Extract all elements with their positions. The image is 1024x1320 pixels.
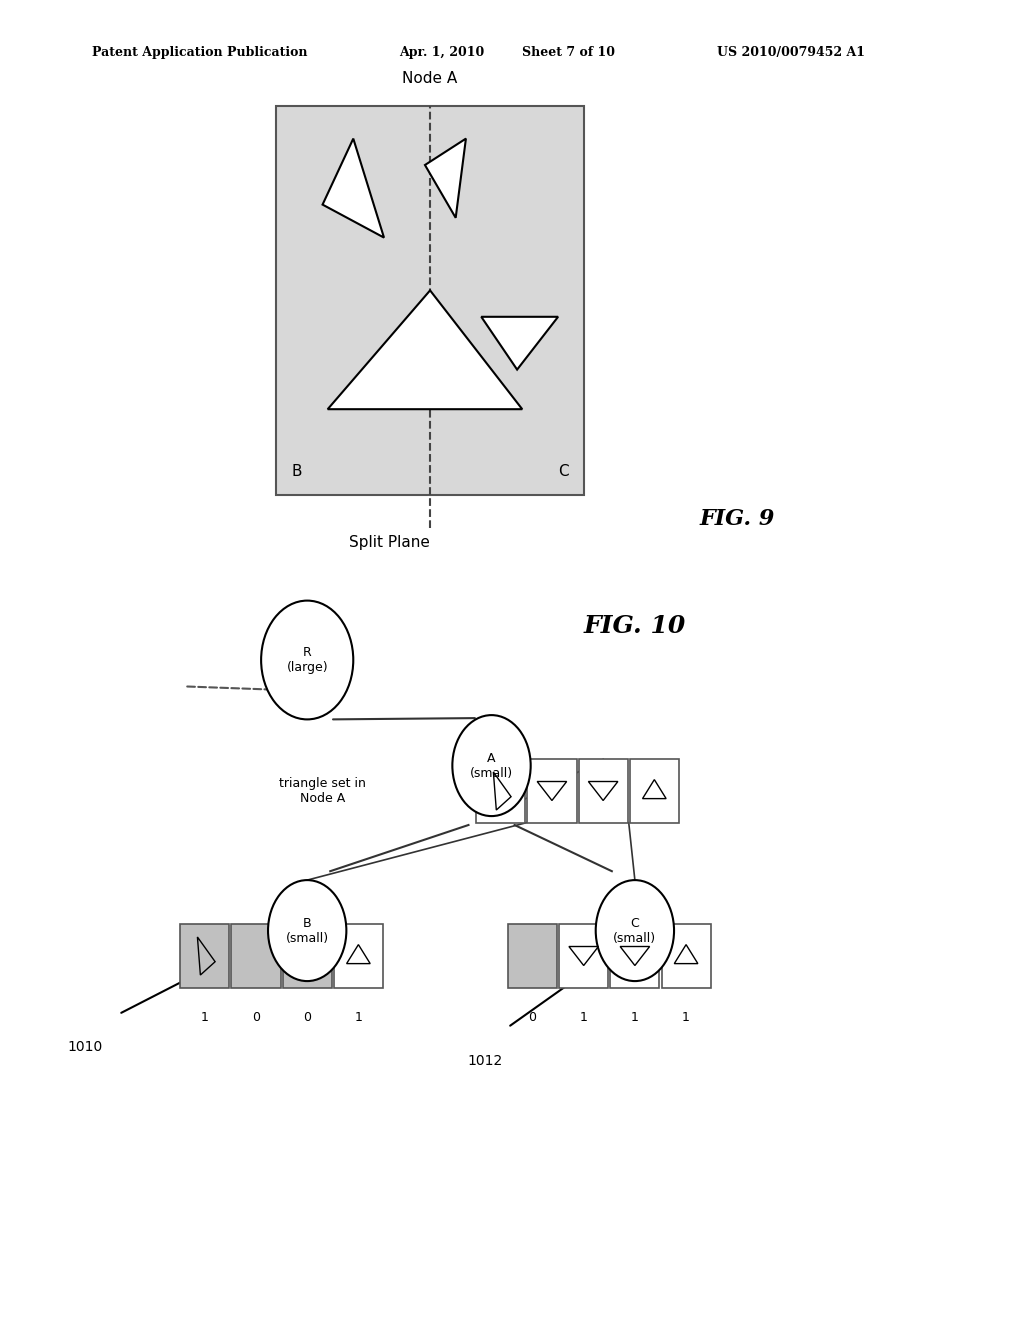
- Circle shape: [261, 601, 353, 719]
- FancyBboxPatch shape: [610, 924, 659, 987]
- FancyBboxPatch shape: [630, 759, 679, 822]
- Text: Node A: Node A: [402, 71, 458, 86]
- Polygon shape: [481, 317, 558, 370]
- Text: C
(small): C (small): [613, 916, 656, 945]
- FancyBboxPatch shape: [527, 759, 577, 822]
- Text: Sheet 7 of 10: Sheet 7 of 10: [522, 46, 615, 59]
- Text: C: C: [558, 465, 568, 479]
- Polygon shape: [425, 139, 466, 218]
- Circle shape: [596, 880, 674, 981]
- Text: 1: 1: [631, 1011, 639, 1024]
- Circle shape: [453, 715, 530, 816]
- Text: Patent Application Publication: Patent Application Publication: [92, 46, 307, 59]
- Text: Apr. 1, 2010: Apr. 1, 2010: [399, 46, 484, 59]
- FancyBboxPatch shape: [662, 924, 711, 987]
- Text: R
(large): R (large): [287, 645, 328, 675]
- Text: 1: 1: [354, 1011, 362, 1024]
- FancyBboxPatch shape: [180, 924, 229, 987]
- Text: triangle set in
Node A: triangle set in Node A: [280, 777, 366, 805]
- Text: 1012: 1012: [467, 1053, 502, 1068]
- Text: 1: 1: [682, 1011, 690, 1024]
- Text: 1: 1: [580, 1011, 588, 1024]
- Circle shape: [268, 880, 346, 981]
- FancyBboxPatch shape: [276, 106, 584, 495]
- Polygon shape: [323, 139, 384, 238]
- Text: FIG. 9: FIG. 9: [699, 508, 775, 531]
- FancyBboxPatch shape: [579, 759, 628, 822]
- FancyBboxPatch shape: [231, 924, 281, 987]
- Text: 1: 1: [201, 1011, 209, 1024]
- Text: US 2010/0079452 A1: US 2010/0079452 A1: [717, 46, 865, 59]
- FancyBboxPatch shape: [508, 924, 557, 987]
- Text: 0: 0: [303, 1011, 311, 1024]
- FancyBboxPatch shape: [559, 924, 608, 987]
- Polygon shape: [328, 290, 522, 409]
- Text: FIG. 10: FIG. 10: [584, 614, 686, 638]
- FancyBboxPatch shape: [334, 924, 383, 987]
- FancyBboxPatch shape: [283, 924, 332, 987]
- Text: 0: 0: [252, 1011, 260, 1024]
- Text: 1010: 1010: [68, 1040, 102, 1055]
- FancyBboxPatch shape: [476, 759, 525, 822]
- Text: 0: 0: [528, 1011, 537, 1024]
- Text: B
(small): B (small): [286, 916, 329, 945]
- Text: B: B: [292, 465, 302, 479]
- Text: Split Plane: Split Plane: [349, 535, 429, 549]
- Text: A
(small): A (small): [470, 751, 513, 780]
